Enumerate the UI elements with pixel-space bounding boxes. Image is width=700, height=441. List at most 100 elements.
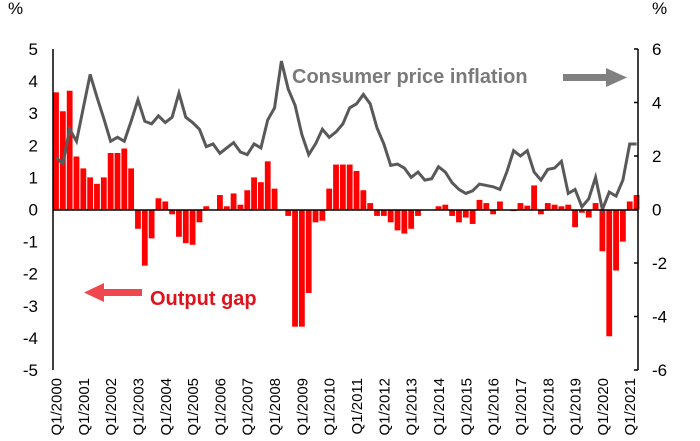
left-tick-label: 4	[29, 72, 38, 91]
output-gap-bar	[292, 209, 298, 327]
output-gap-bar	[353, 170, 360, 210]
right-tick-label: 0	[652, 201, 661, 220]
output-gap-annotation-label: Output gap	[150, 288, 257, 310]
right-tick-label: 4	[652, 94, 661, 113]
output-gap-bar	[244, 190, 251, 210]
right-tick-label: 2	[652, 147, 661, 166]
right-tick-label: 6	[652, 40, 661, 59]
output-gap-bar	[401, 209, 408, 234]
left-tick-label: -5	[23, 361, 38, 380]
output-gap-bar	[155, 198, 162, 210]
output-gap-bar	[271, 188, 278, 210]
left-tick-label: -1	[23, 233, 38, 252]
output-gap-bar	[141, 209, 148, 266]
inflation-line-layer	[54, 60, 637, 215]
output-gap-bar	[100, 177, 107, 210]
left-tick-label: -2	[23, 265, 38, 284]
output-gap-bar	[135, 209, 141, 229]
output-gap-bar	[285, 209, 292, 216]
x-tick-label: Q1/2017	[513, 378, 530, 436]
output-gap-bar	[387, 209, 394, 223]
output-gap-bar	[176, 209, 182, 237]
right-axis-unit: %	[652, 0, 667, 18]
x-tick-label: Q1/2021	[622, 378, 639, 436]
right-tick-label: -4	[652, 308, 667, 327]
output-gap-bar	[80, 168, 87, 210]
x-tick-label: Q1/2007	[240, 378, 257, 436]
output-gap-bar	[585, 209, 592, 218]
x-tick-label: Q1/2008	[267, 378, 284, 436]
cpi-annotation-label: Consumer price inflation	[292, 66, 528, 88]
output-gap-bar	[169, 209, 176, 215]
output-gap-bar	[558, 206, 565, 210]
output-gap-bar	[599, 209, 606, 252]
output-gap-bar	[380, 209, 387, 216]
output-gap-bar	[449, 209, 456, 216]
output-gap-bar	[251, 177, 257, 210]
output-gap-bar	[531, 185, 537, 210]
output-gap-bar	[264, 161, 271, 210]
left-tick-label: 0	[29, 201, 38, 220]
output-gap-bar	[483, 203, 490, 210]
output-gap-bars	[53, 90, 640, 337]
output-gap-bar	[633, 195, 640, 210]
output-gap-bar	[66, 90, 73, 210]
right-arrow-icon	[563, 68, 627, 87]
output-gap-bar	[442, 204, 449, 210]
x-tick-label: Q1/2016	[486, 378, 503, 436]
output-gap-bar	[305, 209, 312, 293]
x-tick-label: Q1/2009	[294, 378, 311, 436]
left-tick-label: 5	[29, 40, 38, 59]
output-gap-bar	[374, 209, 380, 216]
x-tick-label: Q1/2001	[76, 378, 93, 436]
output-gap-bar	[237, 204, 244, 210]
output-gap-bar	[230, 193, 237, 210]
output-gap-bar	[53, 92, 59, 210]
output-gap-bar	[456, 209, 462, 223]
output-gap-bar	[572, 209, 578, 228]
x-tick-label: Q1/2002	[103, 378, 120, 436]
x-tick-label: Q1/2010	[322, 378, 339, 436]
output-gap-bar	[162, 201, 169, 210]
x-tick-label: Q1/2006	[212, 378, 229, 436]
output-gap-bar	[619, 209, 626, 242]
output-gap-bar	[203, 206, 210, 210]
right-tick-label: -2	[652, 254, 667, 273]
output-gap-bar	[182, 209, 189, 244]
x-tick-label: Q1/2005	[185, 378, 202, 436]
output-gap-bar	[579, 209, 585, 213]
output-gap-bar	[435, 206, 442, 210]
output-gap-bar	[517, 203, 524, 210]
output-gap-bar	[333, 164, 339, 210]
output-gap-bar	[114, 153, 121, 210]
output-gap-bar	[462, 209, 469, 218]
output-gap-bar	[339, 164, 346, 210]
output-gap-bar	[565, 204, 572, 210]
output-gap-bar	[469, 209, 476, 224]
output-gap-bar	[148, 209, 155, 239]
output-gap-bar	[223, 206, 230, 210]
left-axis-ticks: 5 4 3 2 1 0 -1 -2 -3 -4 -5	[23, 40, 38, 380]
left-arrow-icon	[84, 283, 142, 302]
inflation-line	[54, 60, 637, 215]
x-tick-label: Q1/2012	[376, 378, 393, 436]
x-tick-label: Q1/2003	[130, 378, 147, 436]
x-tick-label: Q1/2004	[158, 378, 175, 436]
output-gap-bar	[551, 204, 558, 210]
output-gap-bar	[312, 209, 319, 223]
output-gap-bar	[107, 153, 114, 210]
output-gap-bar	[94, 183, 100, 210]
axes	[52, 49, 639, 370]
output-gap-bar	[319, 209, 326, 221]
output-gap-bar	[326, 188, 333, 210]
output-gap-bar	[258, 182, 264, 210]
output-gap-bar	[524, 205, 531, 210]
output-gap-bar	[476, 199, 483, 210]
output-gap-bar	[544, 203, 551, 210]
x-tick-label: Q1/2018	[540, 378, 557, 436]
x-axis-ticks: Q1/2000 Q1/2001 Q1/2002 Q1/2003 Q1/2004 Q1/20…	[49, 378, 640, 436]
output-gap-bar	[415, 209, 421, 216]
output-gap-bar	[606, 209, 613, 337]
output-gap-bar	[408, 209, 415, 229]
